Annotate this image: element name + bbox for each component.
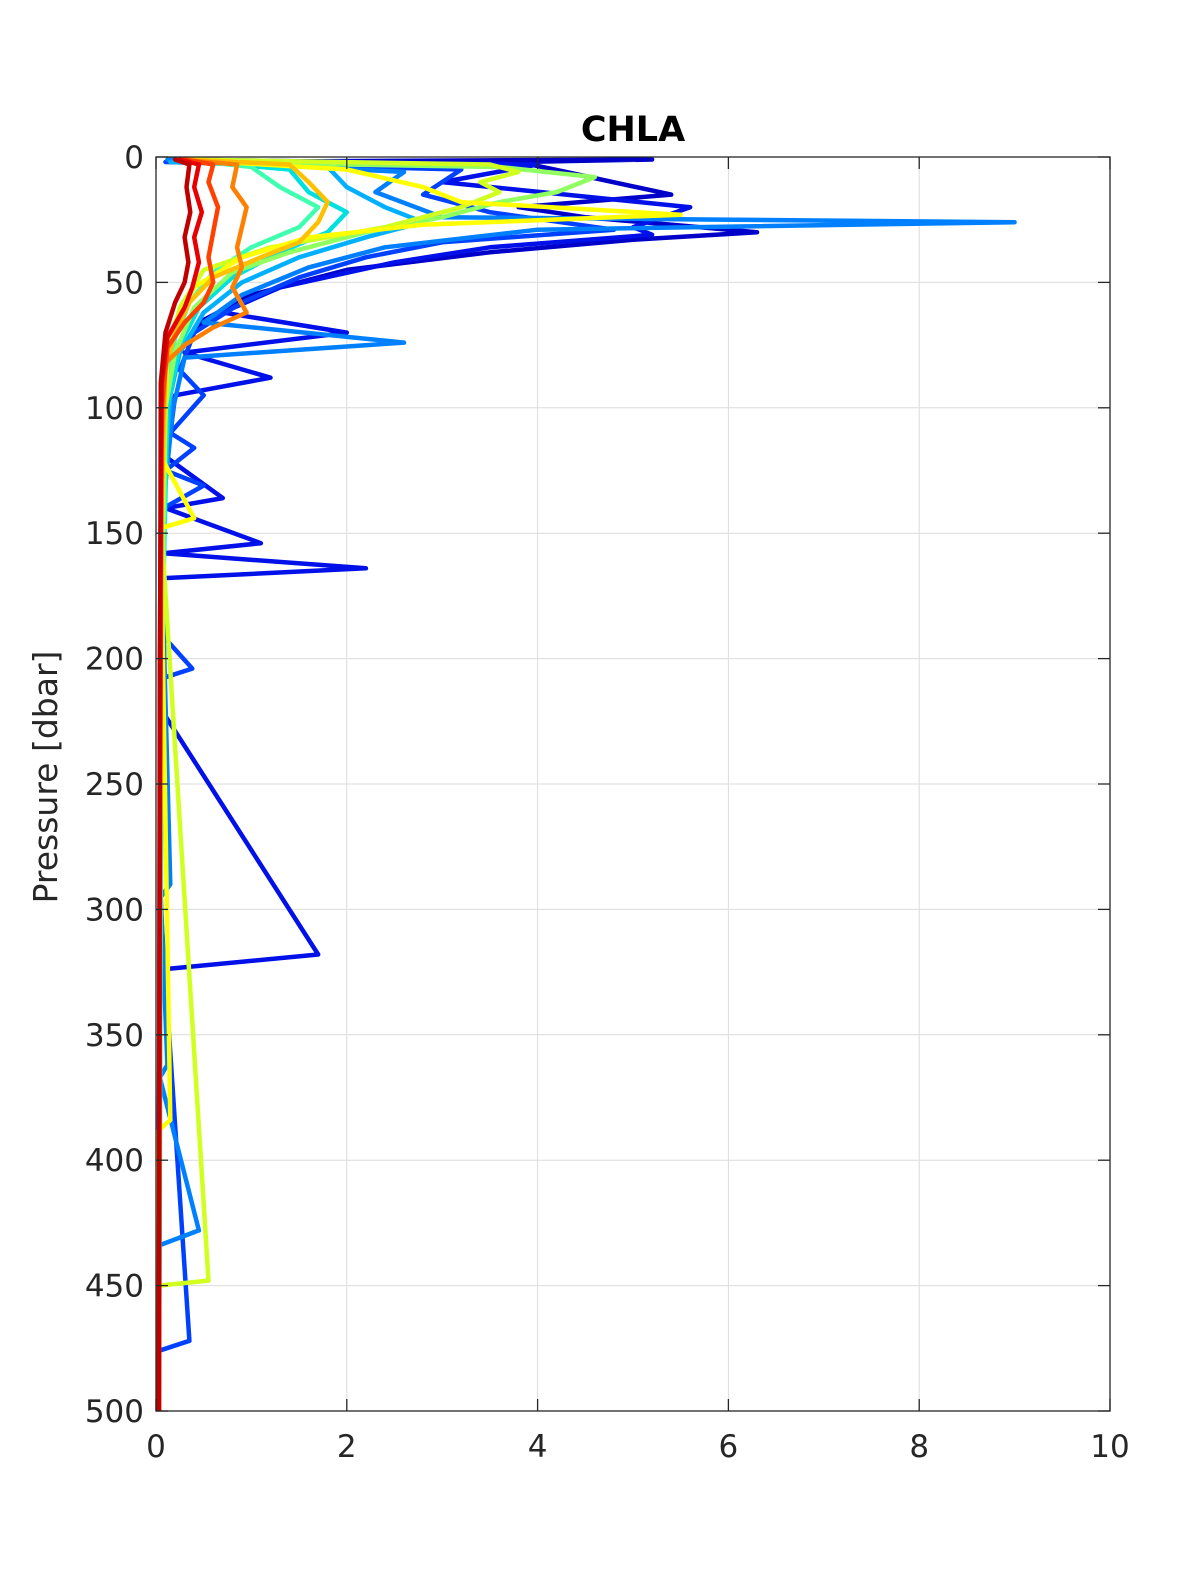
- y-tick-label: 400: [85, 1143, 144, 1179]
- y-tick-label: 350: [85, 1018, 144, 1054]
- y-tick-label: 0: [124, 140, 144, 176]
- chart-title: CHLA: [581, 110, 685, 150]
- x-tick-label: 2: [337, 1429, 357, 1465]
- y-tick-label: 500: [85, 1394, 144, 1430]
- y-tick-label: 250: [85, 767, 144, 803]
- y-tick-label: 100: [85, 391, 144, 427]
- x-tick-label: 8: [909, 1429, 929, 1465]
- x-tick-label: 10: [1090, 1429, 1129, 1465]
- y-tick-label: 300: [85, 892, 144, 928]
- profile-line-12: [156, 157, 249, 1411]
- y-axis-label: Pressure [dbar]: [26, 651, 65, 904]
- x-tick-label: 4: [528, 1429, 548, 1465]
- y-tick-label: 50: [105, 265, 144, 301]
- x-tick-label: 0: [146, 1429, 166, 1465]
- data-series: [156, 157, 1017, 1411]
- profile-line-4: [156, 157, 1017, 1411]
- y-tick-label: 450: [85, 1269, 144, 1305]
- profile-line-15: [156, 157, 193, 1411]
- y-tick-label: 150: [85, 516, 144, 552]
- y-tick-label: 200: [85, 642, 144, 678]
- x-tick-label: 6: [719, 1429, 739, 1465]
